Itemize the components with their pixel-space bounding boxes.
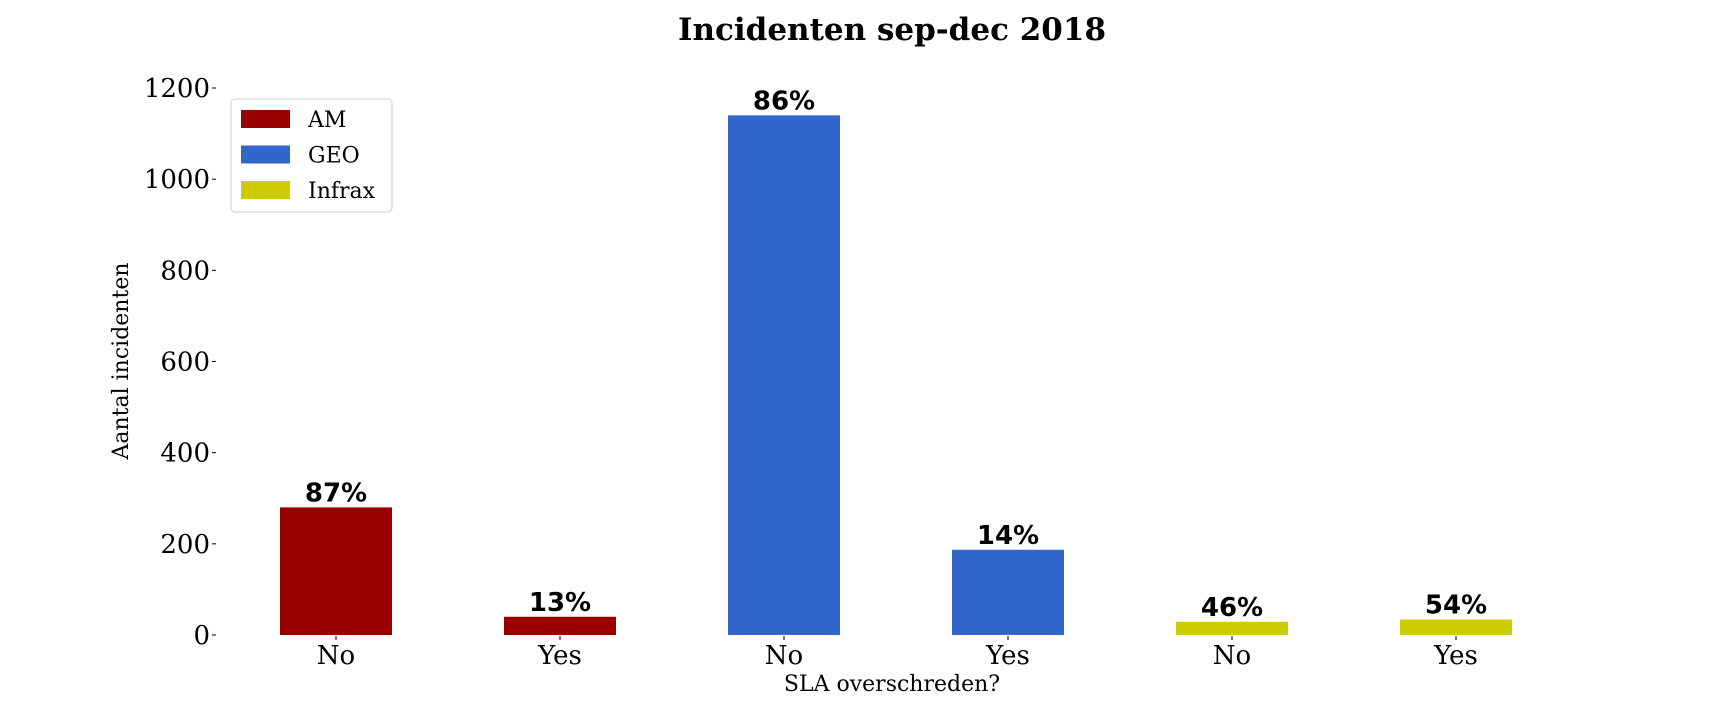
x-axis: No Yes No Yes No Yes (317, 636, 1478, 671)
bar-value-label: 54% (1425, 591, 1487, 621)
y-tick-label: 0 (193, 621, 210, 651)
legend: AM GEO Infrax (230, 98, 393, 213)
bar-value-label: 46% (1201, 593, 1263, 623)
bar-value-label: 86% (753, 86, 815, 116)
x-tick-label: No (765, 641, 803, 671)
bar-geo-yes (952, 549, 1064, 635)
legend-label-infrax: Infrax (308, 179, 376, 204)
y-axis: 0 200 400 600 800 1000 1200 (144, 74, 216, 651)
bar-infrax-no (1176, 621, 1288, 635)
x-tick-label: Yes (1433, 641, 1478, 671)
chart-title: Incidenten sep-dec 2018 (678, 12, 1106, 48)
bar-value-label: 87% (305, 478, 367, 508)
y-tick-label: 800 (160, 256, 210, 286)
bar-am-no (280, 507, 392, 635)
bar-value-label: 14% (977, 521, 1039, 551)
x-tick-label: Yes (537, 641, 582, 671)
y-tick-label: 1200 (144, 74, 210, 104)
y-tick-label: 600 (160, 348, 210, 378)
y-axis-label: Aantal incidenten (109, 262, 134, 460)
y-tick-label: 1000 (144, 165, 210, 195)
x-axis-label: SLA overschreden? (784, 672, 1000, 697)
x-tick-label: No (317, 641, 355, 671)
y-tick-label: 400 (160, 439, 210, 469)
bar-infrax-yes (1400, 619, 1512, 635)
bar-geo-no (728, 115, 840, 636)
legend-swatch-geo (241, 145, 290, 164)
bars: 87% 13% 86% 14% 46% 54% (280, 86, 1512, 636)
bar-am-yes (504, 616, 616, 635)
legend-swatch-am (241, 110, 290, 128)
x-tick-label: No (1213, 641, 1251, 671)
y-tick-label: 200 (160, 530, 210, 560)
bar-value-label: 13% (529, 588, 591, 618)
legend-label-geo: GEO (308, 144, 360, 169)
legend-swatch-infrax (241, 181, 290, 199)
x-tick-label: Yes (985, 641, 1030, 671)
legend-label-am: AM (307, 108, 346, 133)
